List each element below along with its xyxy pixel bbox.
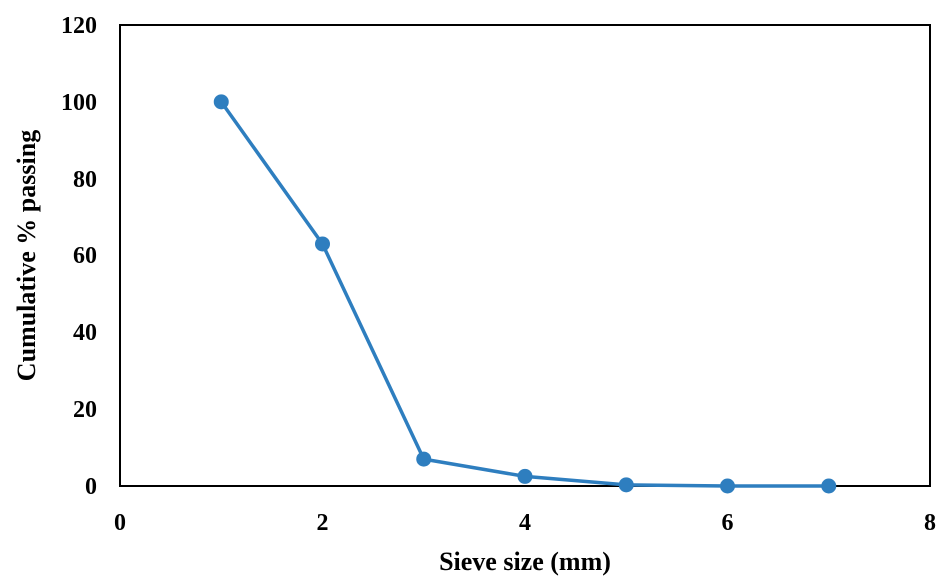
- plot-area: [119, 24, 931, 487]
- x-tick-label: 6: [722, 510, 734, 536]
- y-tick-label: 0: [85, 474, 97, 500]
- x-tick-label: 2: [317, 510, 329, 536]
- x-tick-label: 8: [924, 510, 936, 536]
- y-tick-label: 100: [61, 90, 97, 116]
- x-tick-label: 4: [519, 510, 531, 536]
- data-point: [720, 478, 735, 494]
- y-tick-label: 80: [73, 167, 97, 193]
- series-layer: [213, 94, 837, 494]
- x-tick-label: 0: [114, 510, 126, 536]
- y-tick-label: 120: [61, 13, 97, 39]
- x-axis-title: Sieve size (mm): [439, 547, 611, 576]
- data-point: [618, 477, 634, 493]
- data-point: [517, 468, 533, 484]
- data-point: [315, 236, 330, 252]
- y-axis-title: Cumulative % passing: [12, 130, 41, 381]
- data-point: [416, 451, 432, 467]
- y-tick-label: 20: [73, 397, 97, 423]
- y-tick-label: 40: [73, 320, 97, 346]
- data-point: [213, 94, 229, 110]
- data-point: [821, 478, 837, 494]
- y-tick-label: 60: [73, 243, 97, 269]
